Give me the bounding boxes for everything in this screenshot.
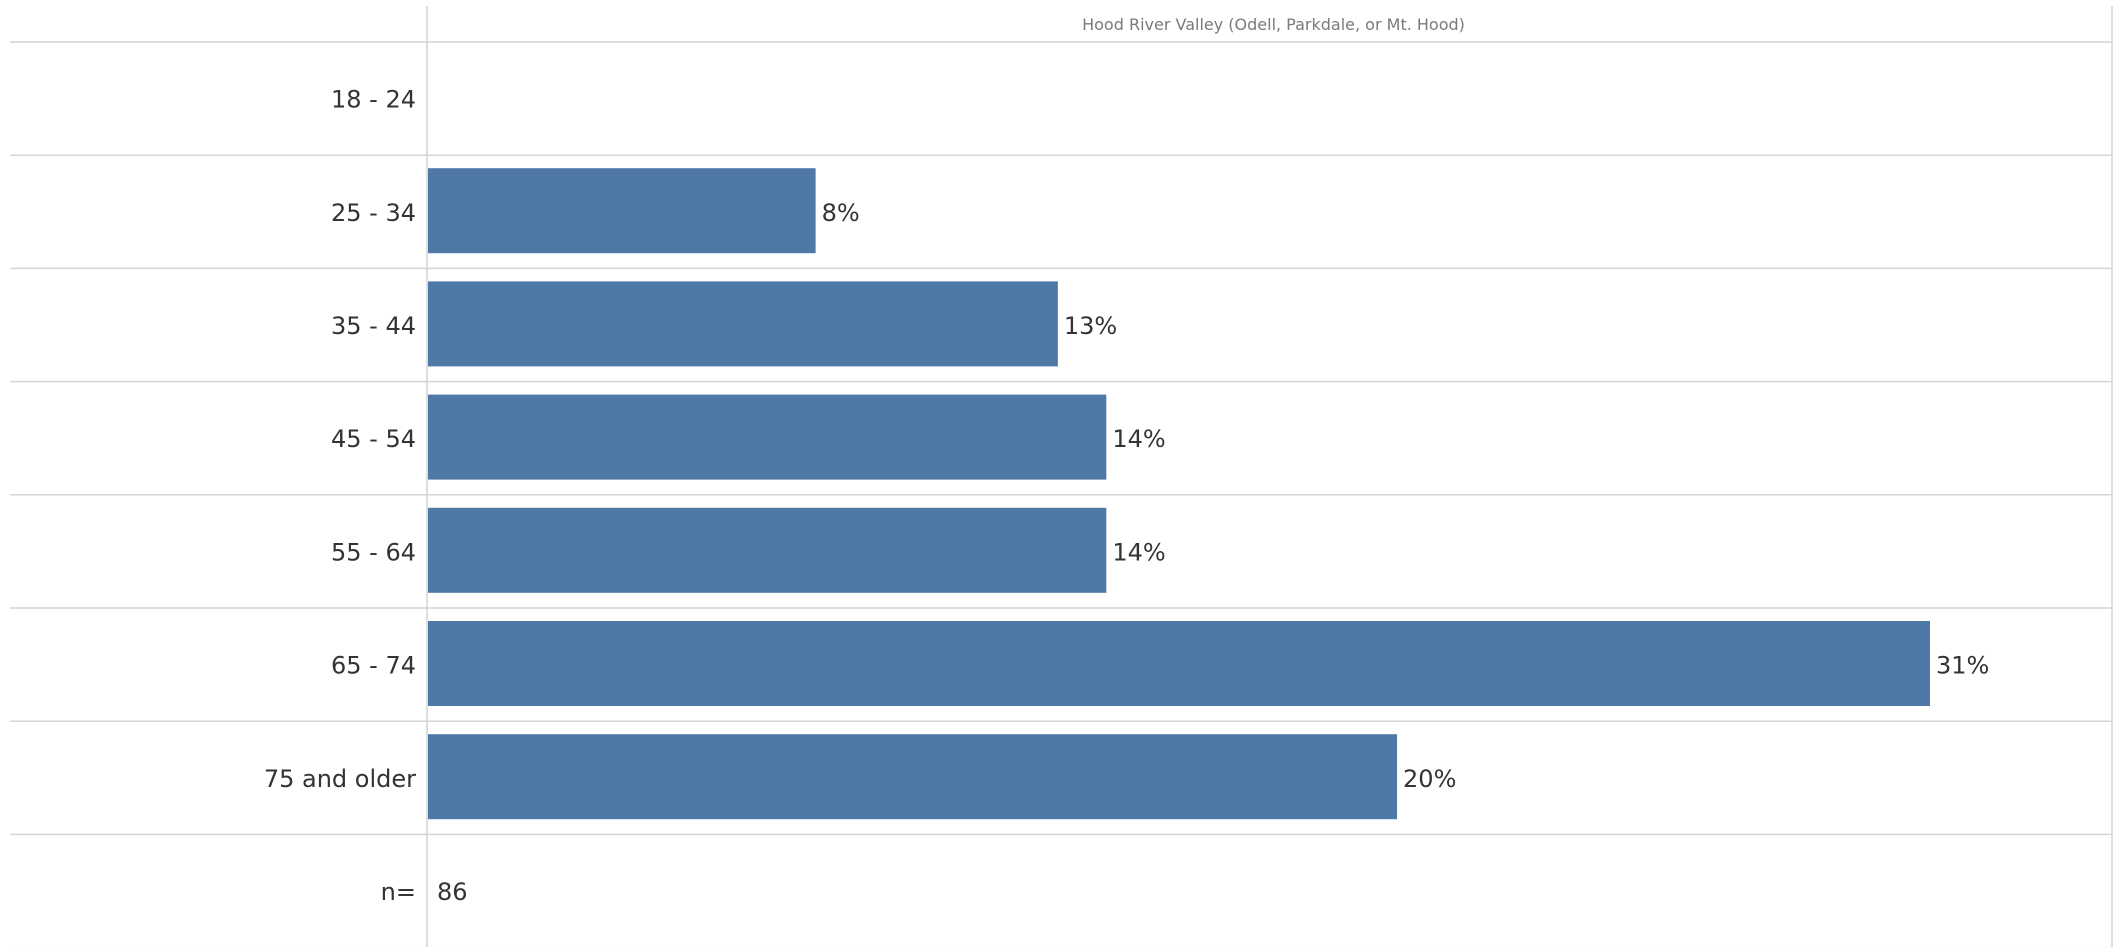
category-label: 18 - 24 xyxy=(331,86,416,114)
bar xyxy=(428,168,816,254)
category-label: 35 - 44 xyxy=(331,312,416,340)
bar xyxy=(428,621,1930,706)
data-label: 14% xyxy=(1112,425,1165,453)
data-label: 14% xyxy=(1112,538,1165,566)
bar xyxy=(428,734,1398,820)
bar xyxy=(428,507,1107,593)
category-label: 55 - 64 xyxy=(331,538,416,566)
bars-layer xyxy=(428,168,1930,820)
labels-layer: Hood River Valley (Odell, Parkdale, or M… xyxy=(264,15,1990,906)
category-label: 65 - 74 xyxy=(331,652,416,680)
category-label: 25 - 34 xyxy=(331,199,416,227)
column-header: Hood River Valley (Odell, Parkdale, or M… xyxy=(1082,15,1465,34)
data-label: 31% xyxy=(1936,652,1989,680)
data-label: 8% xyxy=(822,199,860,227)
n-value: 86 xyxy=(437,878,468,906)
data-label: 13% xyxy=(1064,312,1117,340)
bar xyxy=(428,281,1058,367)
n-label: n= xyxy=(381,878,416,906)
category-label: 75 and older xyxy=(264,765,416,793)
bar xyxy=(428,394,1107,480)
data-label: 20% xyxy=(1403,765,1456,793)
category-label: 45 - 54 xyxy=(331,425,416,453)
